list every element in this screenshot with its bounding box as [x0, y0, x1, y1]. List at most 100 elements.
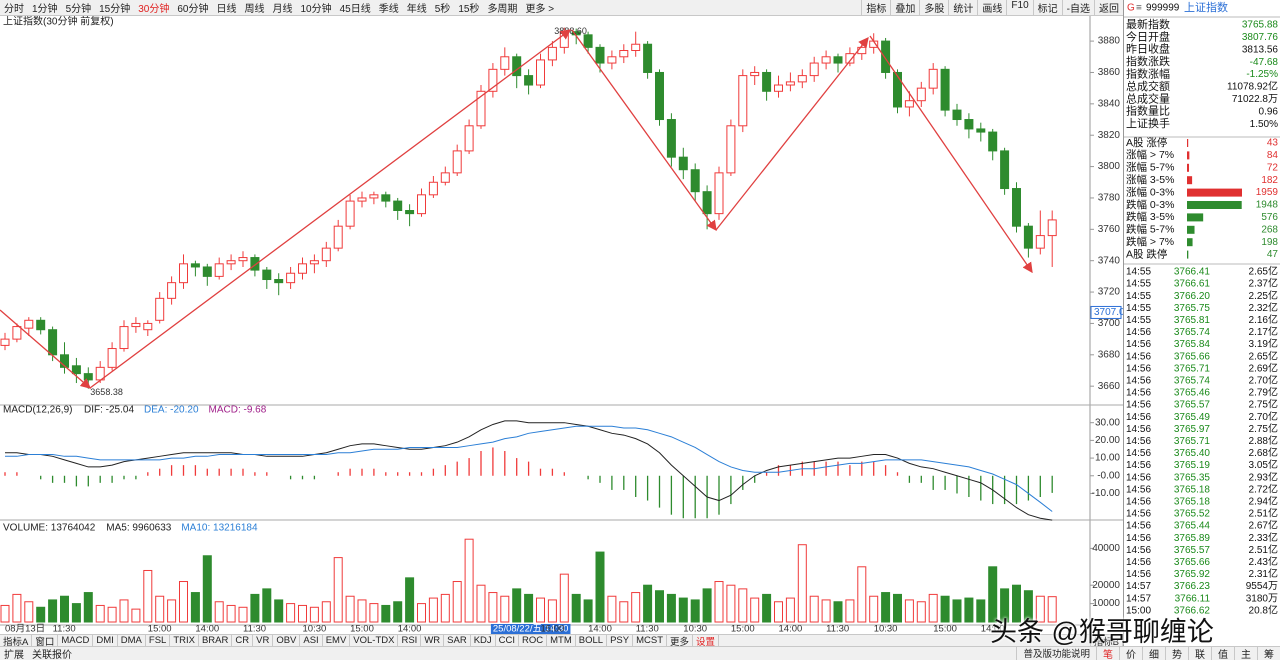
tool-button[interactable]: 画线 — [977, 0, 1006, 15]
indicator-tab[interactable]: ASI — [300, 635, 323, 646]
period-tab[interactable]: 日线 — [216, 4, 237, 15]
tool-button[interactable]: -自选 — [1061, 0, 1094, 15]
period-tab[interactable]: 1分钟 — [32, 4, 58, 15]
period-tab[interactable]: 月线 — [272, 4, 293, 15]
period-tab[interactable]: 周线 — [244, 4, 265, 15]
tick-price: 3765.57 — [1174, 545, 1211, 556]
tick-volume: 2.32亿 — [1249, 301, 1278, 314]
menu-icon[interactable]: ≡ — [1136, 3, 1142, 14]
tool-button[interactable]: 多股 — [919, 0, 948, 15]
indicator-tab[interactable]: CR — [232, 635, 254, 646]
candle-body — [405, 210, 415, 215]
tick-time: 14:56 — [1126, 424, 1151, 435]
volume-bar — [821, 599, 831, 623]
volume-bar — [464, 538, 474, 623]
volume-bar — [440, 593, 450, 623]
tick-time: 14:55 — [1126, 303, 1151, 314]
trend-arrow — [869, 35, 1033, 274]
panel-tab[interactable]: 细 — [1142, 646, 1165, 660]
tick-price: 3765.74 — [1174, 327, 1211, 338]
tool-button[interactable]: 标记 — [1032, 0, 1062, 15]
breadth-bar — [1187, 163, 1190, 172]
tool-button[interactable]: 统计 — [948, 0, 977, 15]
indicator-tab[interactable]: VR — [253, 635, 274, 646]
selected-date-bg — [490, 624, 571, 634]
period-tab[interactable]: 5分钟 — [65, 4, 92, 15]
tick-price: 3765.75 — [1174, 303, 1211, 314]
candle-body — [488, 68, 498, 92]
indicator-tab[interactable]: SAR — [444, 635, 471, 646]
tool-button[interactable]: 指标 — [861, 0, 890, 15]
indicator-tab[interactable]: 指标B — [1089, 633, 1123, 648]
x-tick-label: 11:30 — [53, 624, 76, 634]
indicator-tab[interactable]: 设置 — [693, 633, 720, 648]
period-tab[interactable]: 15秒 — [458, 4, 480, 15]
indicator-tab[interactable]: DMA — [118, 635, 146, 646]
breadth-bar — [1187, 139, 1189, 147]
footer-link[interactable]: 关联报价 — [32, 650, 72, 660]
indicator-tab[interactable]: MACD — [58, 635, 94, 646]
panel-tab[interactable]: 联 — [1188, 646, 1211, 660]
period-tab[interactable]: 分时 — [4, 4, 24, 15]
indicator-tab[interactable]: WR — [421, 635, 445, 646]
y-tick-label: 30.00 — [1095, 417, 1120, 428]
panel-tab[interactable]: 价 — [1119, 646, 1142, 660]
panel-tab[interactable]: 笔 — [1096, 646, 1119, 660]
indicator-tab[interactable]: TRIX — [170, 635, 199, 646]
trend-arrow — [0, 309, 91, 389]
period-tab[interactable]: 季线 — [378, 4, 399, 15]
indicator-tab[interactable]: EMV — [323, 635, 351, 646]
indicator-tab[interactable]: BRAR — [199, 635, 233, 646]
panel-tab[interactable]: 筹 — [1257, 646, 1280, 660]
indicator-tab[interactable]: RSI — [398, 635, 422, 646]
indicator-tabs: 指标A 窗口 MACD DMI DMA FSL TRIX BRAR CR VR OBV ASI EMV V… — [0, 633, 1123, 648]
candle-body — [690, 169, 700, 193]
tool-button[interactable]: 返回 — [1094, 0, 1123, 15]
volume-bar — [893, 593, 902, 623]
indicator-tab[interactable]: PSY — [607, 635, 634, 646]
volume-bar — [262, 588, 272, 623]
cursor-box — [1090, 305, 1122, 319]
candle-body — [619, 50, 629, 58]
tool-button[interactable]: 叠加 — [890, 0, 919, 15]
period-tab[interactable]: 多周期 — [487, 4, 518, 15]
panel-tab[interactable]: 势 — [1165, 646, 1188, 660]
breadth-count: 576 — [1261, 212, 1278, 223]
candle-body — [595, 46, 605, 64]
candle-body — [797, 75, 807, 83]
indicator-tab[interactable]: DMI — [93, 635, 118, 646]
indicator-tab[interactable]: 指标A — [0, 633, 33, 648]
panel-tab[interactable]: 主 — [1234, 646, 1257, 660]
indicator-tab[interactable]: MCST — [633, 635, 668, 646]
footer-link[interactable]: 扩展 — [4, 650, 24, 660]
period-tab[interactable]: 15分钟 — [99, 4, 131, 15]
tool-button[interactable]: F10 — [1006, 0, 1032, 15]
help-link[interactable]: 普及版功能说明 — [1016, 646, 1096, 660]
indicator-tab[interactable]: ROC — [519, 635, 548, 646]
volume-bar — [571, 593, 581, 623]
indicator-tab[interactable]: 窗口 — [32, 633, 59, 648]
period-tab[interactable]: 60分钟 — [177, 4, 209, 15]
indicator-tab[interactable]: VOL-TDX — [350, 635, 399, 646]
indicator-tab[interactable]: KDJ — [471, 635, 496, 646]
period-tab[interactable]: 10分钟 — [300, 4, 332, 15]
period-tab[interactable]: 5秒 — [434, 4, 451, 15]
indicator-tab[interactable]: FSL — [146, 635, 171, 646]
quote-panel: G ≡ 999999 上证指数 最新指数 3765.88 今日开盘 3807.76 昨日… — [1123, 0, 1280, 646]
candle-body — [238, 257, 248, 262]
period-tab[interactable]: 45日线 — [339, 4, 371, 15]
breadth-bar — [1187, 151, 1190, 160]
indicator-tab[interactable]: MTM — [547, 635, 576, 646]
breadth-count: 1948 — [1256, 200, 1279, 211]
period-tab[interactable]: 更多 > — [525, 4, 555, 15]
period-tab[interactable]: 年线 — [406, 4, 427, 15]
period-tab[interactable]: 30分钟 — [138, 4, 170, 15]
indicator-tab[interactable]: BOLL — [576, 635, 608, 646]
candle-body — [666, 119, 676, 158]
indicator-tab[interactable]: 更多 — [667, 633, 694, 648]
indicator-tab[interactable]: OBV — [273, 635, 301, 646]
volume-bar — [845, 599, 855, 623]
panel-tab[interactable]: 值 — [1211, 646, 1234, 660]
candle-body — [107, 348, 117, 368]
indicator-tab[interactable]: CCI — [496, 635, 520, 646]
